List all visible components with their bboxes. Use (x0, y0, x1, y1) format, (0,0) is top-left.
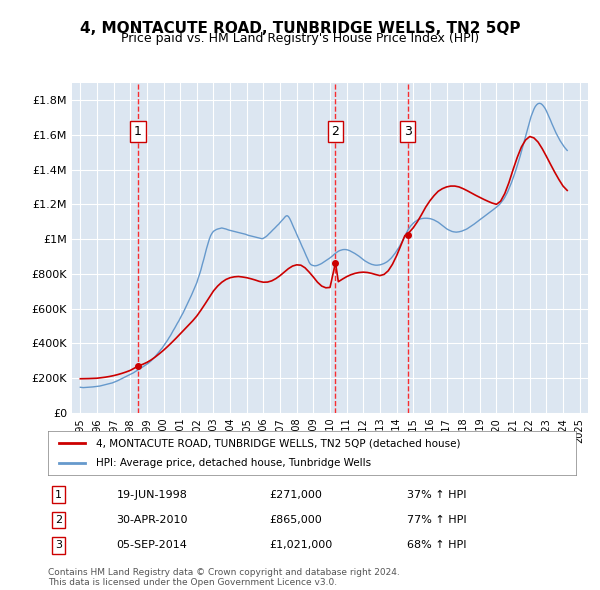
Text: This data is licensed under the Open Government Licence v3.0.: This data is licensed under the Open Gov… (48, 578, 337, 587)
Text: 37% ↑ HPI: 37% ↑ HPI (407, 490, 467, 500)
Text: 05-SEP-2014: 05-SEP-2014 (116, 540, 188, 550)
Text: 4, MONTACUTE ROAD, TUNBRIDGE WELLS, TN2 5QP (detached house): 4, MONTACUTE ROAD, TUNBRIDGE WELLS, TN2 … (95, 438, 460, 448)
Text: 19-JUN-1998: 19-JUN-1998 (116, 490, 188, 500)
Text: £271,000: £271,000 (270, 490, 323, 500)
Text: 1: 1 (134, 125, 142, 138)
Text: £865,000: £865,000 (270, 515, 323, 525)
Text: Price paid vs. HM Land Registry's House Price Index (HPI): Price paid vs. HM Land Registry's House … (121, 32, 479, 45)
Text: 1: 1 (55, 490, 62, 500)
Text: 4, MONTACUTE ROAD, TUNBRIDGE WELLS, TN2 5QP: 4, MONTACUTE ROAD, TUNBRIDGE WELLS, TN2 … (80, 21, 520, 35)
Text: 3: 3 (55, 540, 62, 550)
Text: HPI: Average price, detached house, Tunbridge Wells: HPI: Average price, detached house, Tunb… (95, 458, 371, 467)
Text: £1,021,000: £1,021,000 (270, 540, 333, 550)
Text: Contains HM Land Registry data © Crown copyright and database right 2024.: Contains HM Land Registry data © Crown c… (48, 568, 400, 576)
Text: 68% ↑ HPI: 68% ↑ HPI (407, 540, 467, 550)
Text: 2: 2 (332, 125, 340, 138)
Text: 3: 3 (404, 125, 412, 138)
Text: 30-APR-2010: 30-APR-2010 (116, 515, 188, 525)
Text: 2: 2 (55, 515, 62, 525)
Text: 77% ↑ HPI: 77% ↑ HPI (407, 515, 467, 525)
